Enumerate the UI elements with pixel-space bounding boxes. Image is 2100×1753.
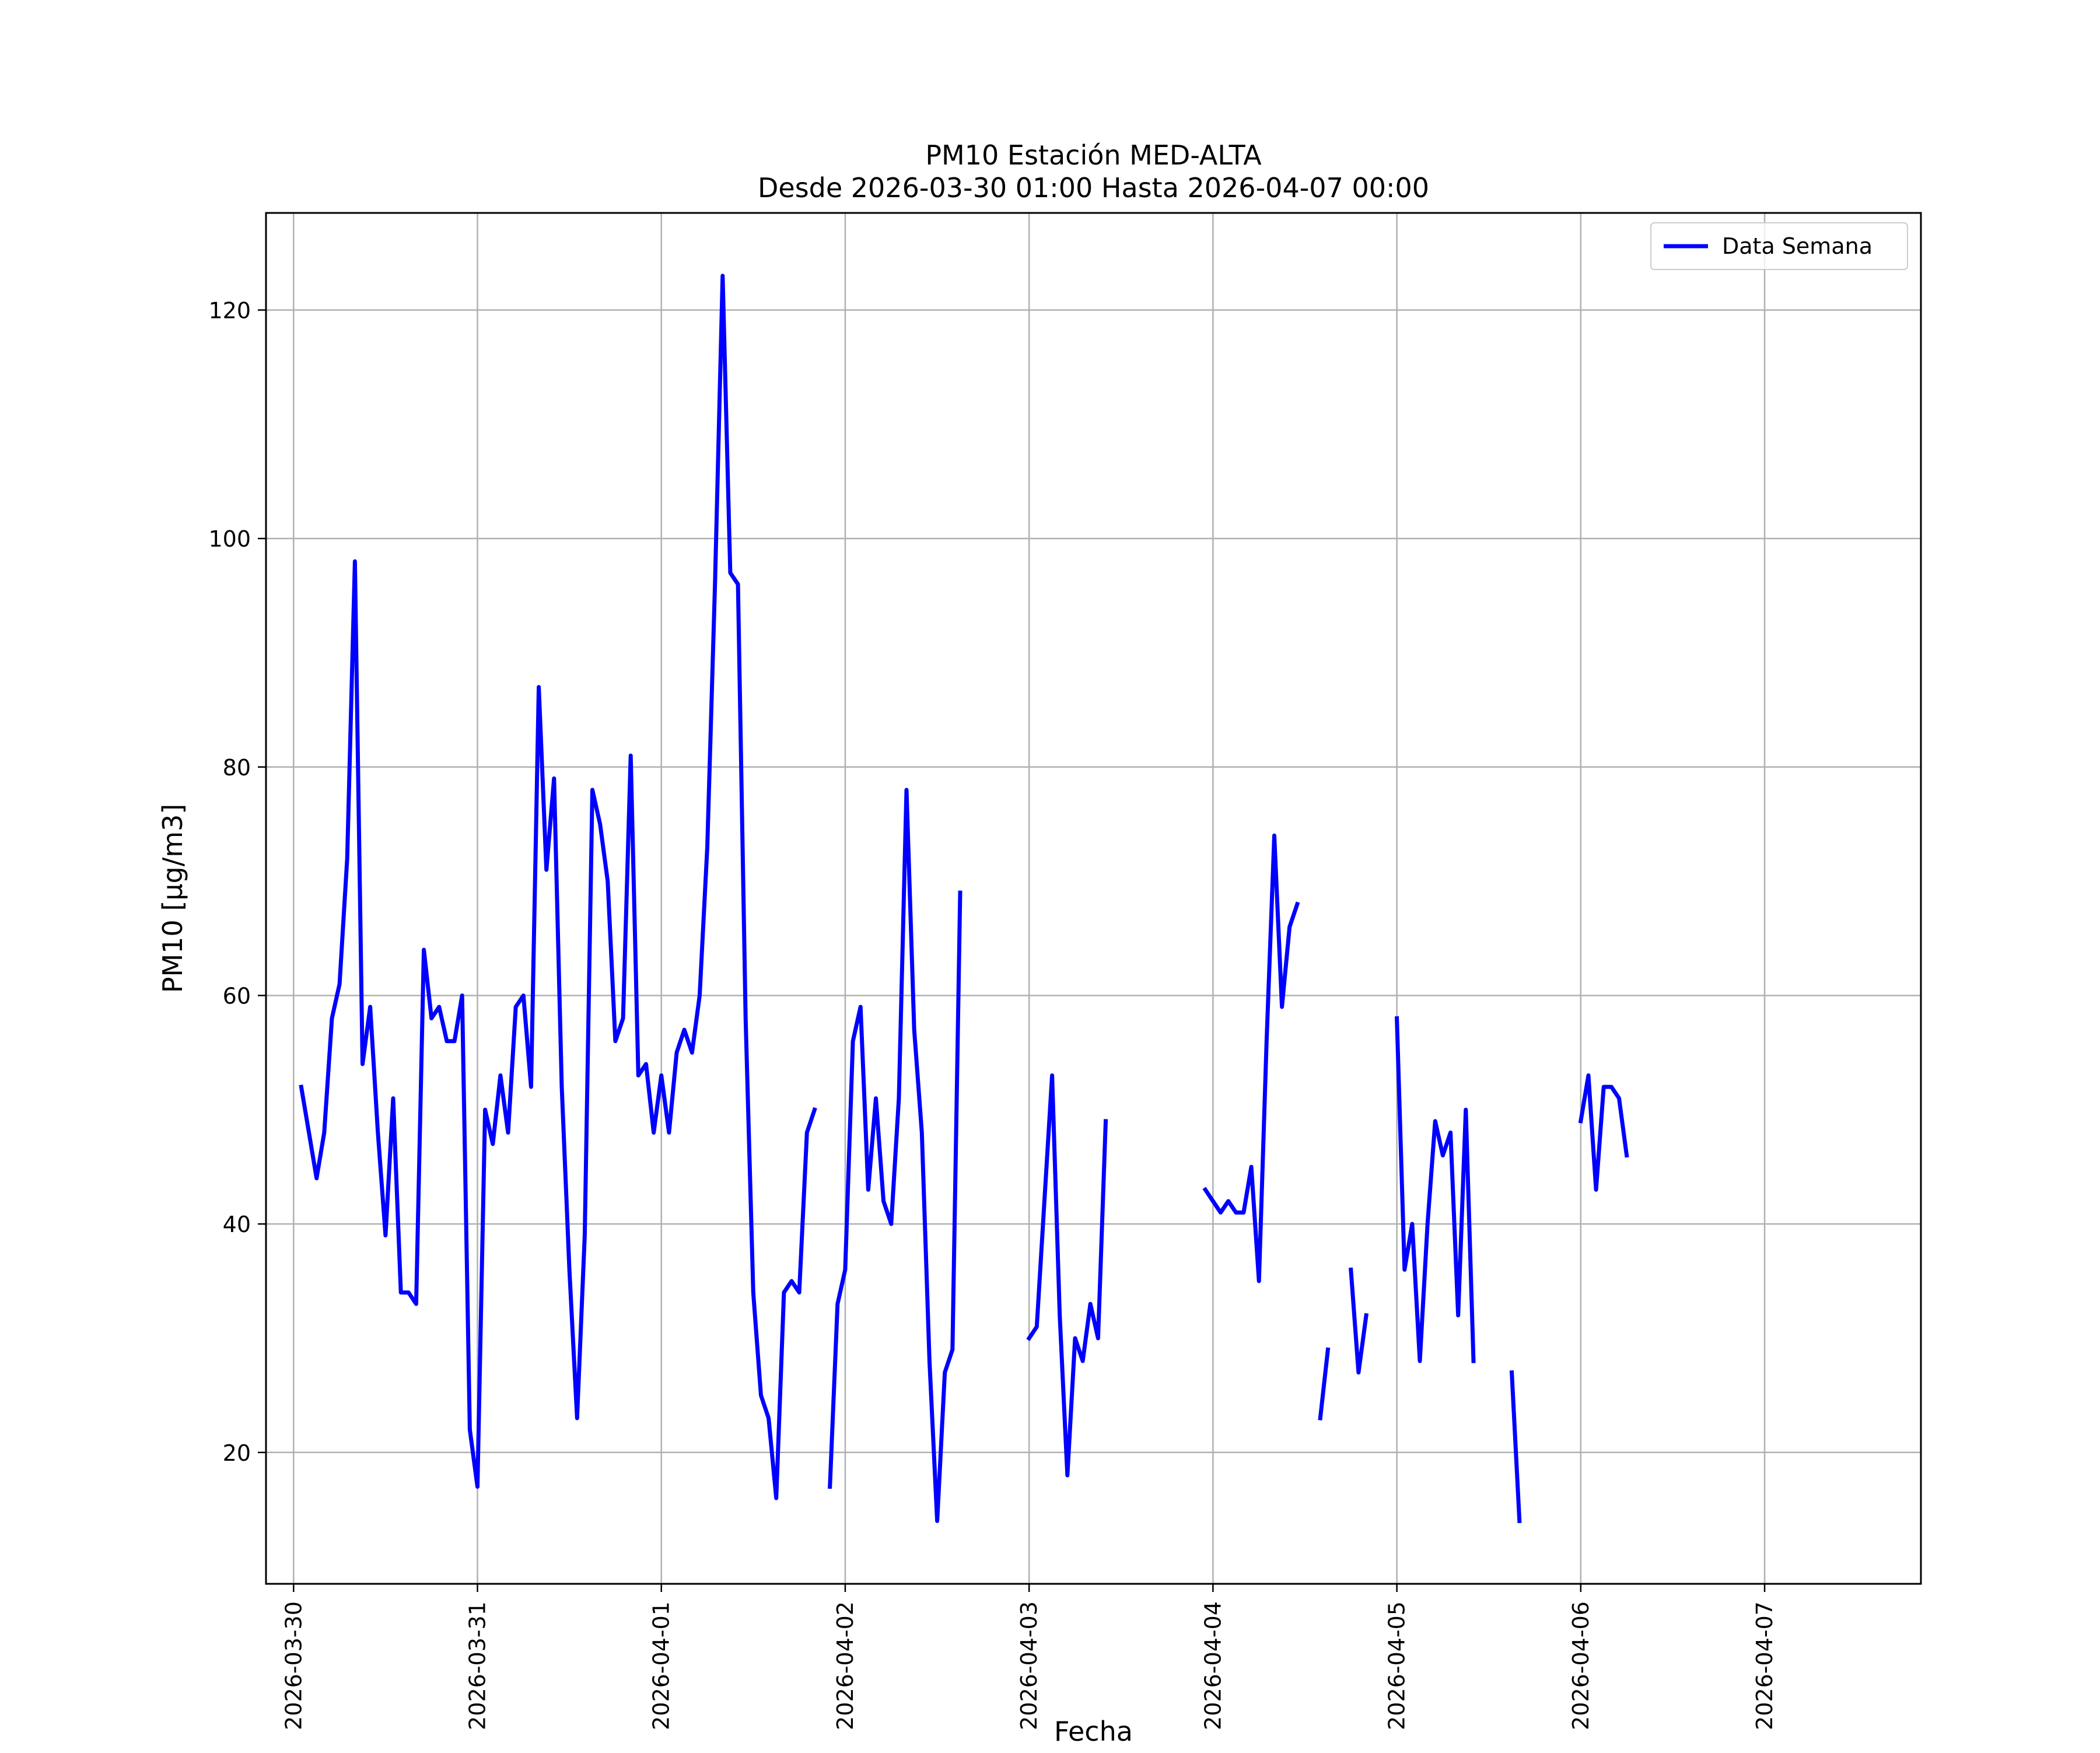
- series-line-segment: [1026, 1073, 1108, 1478]
- series-line-segment: [1202, 833, 1300, 1283]
- x-tick-label: 2026-04-05: [1384, 1601, 1410, 1730]
- series-line-segment: [299, 274, 817, 1500]
- grid-layer: [266, 213, 1921, 1584]
- x-tick-label: 2026-03-30: [281, 1601, 306, 1730]
- y-axis-label: PM10 [μg/m3]: [157, 804, 188, 993]
- x-tick-label: 2026-04-04: [1200, 1601, 1226, 1730]
- x-tick-label: 2026-04-02: [832, 1601, 858, 1730]
- series-line-segment: [1318, 1347, 1331, 1420]
- y-tick-label: 20: [223, 1440, 251, 1466]
- series-line-segment: [828, 788, 963, 1523]
- y-tick-label: 40: [223, 1212, 251, 1237]
- x-tick-label: 2026-04-01: [649, 1601, 674, 1730]
- axes-frame: [265, 212, 1922, 1585]
- legend: Data Semana: [1650, 222, 1908, 270]
- x-tick-label: 2026-04-06: [1568, 1601, 1594, 1730]
- series-layer: [299, 274, 1629, 1523]
- legend-box: [1650, 222, 1908, 270]
- tick-layer: 20 40 60 80 100 120 2026-03-30 2026-03-31 2026-0…: [208, 298, 1777, 1730]
- chart-subtitle: Desde 2026-03-30 01:00 Hasta 2026-04-07 …: [758, 172, 1429, 204]
- series-line-segment: [1394, 1016, 1476, 1363]
- series-line-segment: [1349, 1267, 1369, 1375]
- y-tick-label: 60: [223, 983, 251, 1009]
- x-axis-label: Fecha: [1054, 1716, 1133, 1747]
- chart-title: PM10 Estación MED-ALTA: [925, 139, 1262, 171]
- y-tick-label: 80: [223, 755, 251, 781]
- series-line-segment: [1509, 1370, 1522, 1523]
- x-tick-label: 2026-04-07: [1752, 1601, 1777, 1730]
- x-tick-label: 2026-04-03: [1016, 1601, 1042, 1730]
- y-tick-label: 100: [208, 526, 251, 552]
- y-tick-label: 120: [208, 298, 251, 323]
- series-line-segment: [1578, 1073, 1629, 1192]
- x-tick-label: 2026-03-31: [465, 1601, 491, 1730]
- legend-label: Data Semana: [1722, 233, 1873, 259]
